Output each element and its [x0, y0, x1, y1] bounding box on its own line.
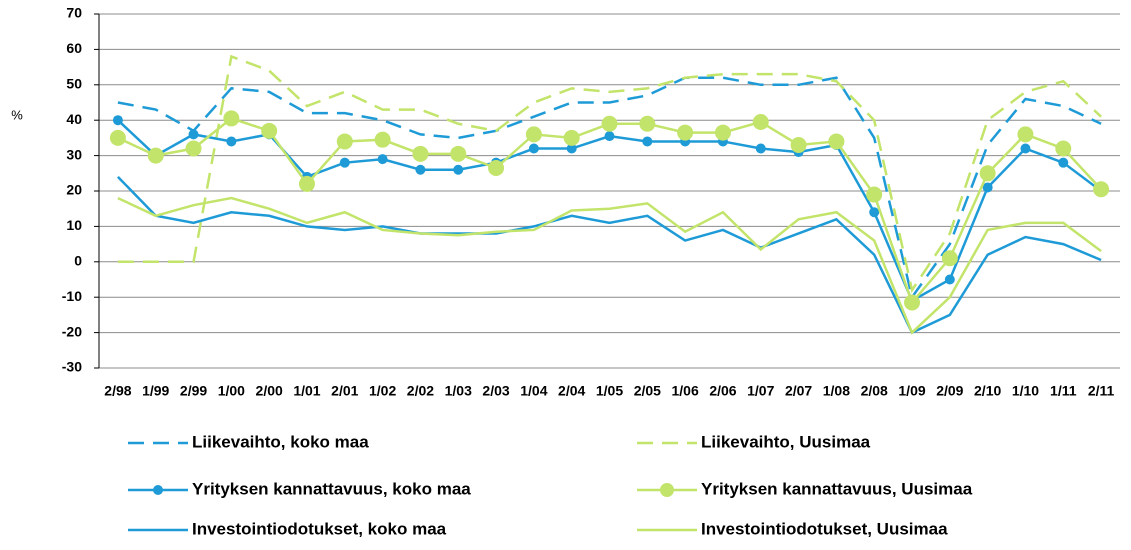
legend-label: Investointiodotukset, Uusimaa [701, 519, 948, 538]
y-axis-label: % [11, 107, 23, 122]
x-tick-label: 2/00 [256, 383, 283, 399]
y-tick-label: 10 [66, 217, 82, 233]
data-point [450, 145, 467, 162]
legend-marker [153, 485, 163, 495]
legend-label: Yrityksen kannattavuus, koko maa [192, 479, 471, 498]
data-point [904, 294, 921, 311]
y-tick-label: -30 [62, 359, 82, 375]
data-point [1093, 181, 1110, 198]
data-point [185, 140, 202, 157]
data-point [866, 186, 883, 203]
x-tick-label: 1/09 [898, 383, 925, 399]
data-point [639, 115, 656, 132]
x-tick-label: 2/98 [104, 383, 131, 399]
y-tick-label: 0 [74, 253, 82, 269]
series-line [117, 54, 1102, 294]
x-tick-label: 1/02 [369, 383, 396, 399]
legend-label: Investointiodotukset, koko maa [192, 519, 447, 538]
x-tick-label: 1/05 [596, 383, 623, 399]
data-point [261, 122, 278, 139]
x-tick-label: 2/10 [974, 383, 1001, 399]
data-point [412, 145, 429, 162]
data-point [223, 110, 240, 127]
legend: Liikevaihto, koko maa Liikevaihto, Uusima… [128, 432, 973, 538]
y-tick-label: 40 [66, 111, 82, 127]
x-tick-label: 2/11 [1088, 383, 1115, 399]
legend-label: Liikevaihto, Uusimaa [701, 432, 871, 451]
x-tick-label: 2/04 [558, 383, 585, 399]
y-tick-label: 60 [66, 40, 82, 56]
legend-label: Yrityksen kannattavuus, Uusimaa [701, 479, 973, 498]
data-point [604, 131, 615, 142]
x-tick-label: 1/11 [1050, 383, 1077, 399]
x-tick-label: 1/01 [293, 383, 320, 399]
data-point [563, 129, 580, 146]
data-point [944, 274, 955, 285]
x-tick-label: 1/04 [520, 383, 547, 399]
y-tick-label: 20 [66, 182, 82, 198]
series-line [117, 117, 1103, 305]
x-tick-label: 1/03 [445, 383, 472, 399]
series-line [117, 175, 1102, 335]
data-point [869, 207, 880, 218]
x-tick-label: 1/99 [142, 383, 169, 399]
data-point [979, 165, 996, 182]
x-tick-label: 2/99 [180, 383, 207, 399]
x-tick-label: 2/07 [785, 383, 812, 399]
data-point [790, 136, 807, 153]
data-point [415, 164, 426, 175]
data-point [677, 124, 694, 141]
y-tick-label: -10 [62, 288, 82, 304]
data-point [339, 157, 350, 168]
data-point [828, 133, 845, 150]
data-point [336, 133, 353, 150]
y-tick-label: 30 [66, 146, 82, 162]
data-point [755, 143, 766, 154]
x-tick-label: 1/08 [823, 383, 850, 399]
data-point [147, 147, 164, 164]
data-point [1020, 143, 1031, 154]
data-point [1017, 126, 1034, 143]
x-tick-label: 2/01 [331, 383, 358, 399]
legend-label: Liikevaihto, koko maa [192, 432, 369, 451]
x-tick-label: 2/03 [482, 383, 509, 399]
data-point [566, 143, 577, 154]
data-point [112, 115, 123, 126]
x-tick-label: 2/08 [861, 383, 888, 399]
data-point [109, 129, 126, 146]
data-point [226, 136, 237, 147]
data-point [642, 136, 653, 147]
data-point [1058, 157, 1069, 168]
data-point [453, 164, 464, 175]
data-point [528, 143, 539, 154]
data-point [374, 131, 391, 148]
data-point [188, 129, 199, 140]
legend-marker [660, 483, 674, 497]
y-tick-label: 50 [66, 76, 82, 92]
data-point [714, 124, 731, 141]
x-tick-label: 2/05 [634, 383, 661, 399]
data-point [982, 182, 993, 193]
y-tick-label: 70 [66, 5, 82, 21]
y-tick-label: -20 [62, 323, 82, 339]
x-tick-label: 1/00 [218, 383, 245, 399]
data-point [601, 115, 618, 132]
data-point [525, 126, 542, 143]
x-tick-label: 2/02 [407, 383, 434, 399]
data-point [1055, 140, 1072, 157]
data-point [298, 175, 315, 192]
x-tick-label: 1/06 [672, 383, 699, 399]
data-point [752, 113, 769, 130]
x-tick-label: 1/07 [747, 383, 774, 399]
data-point [488, 159, 505, 176]
x-tick-label: 2/06 [709, 383, 736, 399]
data-point [377, 154, 388, 165]
series-line [117, 196, 1102, 335]
data-point [941, 250, 958, 267]
x-tick-label: 2/09 [936, 383, 963, 399]
series-line [117, 119, 1102, 303]
x-tick-label: 1/10 [1012, 383, 1039, 399]
series-line [117, 76, 1102, 301]
